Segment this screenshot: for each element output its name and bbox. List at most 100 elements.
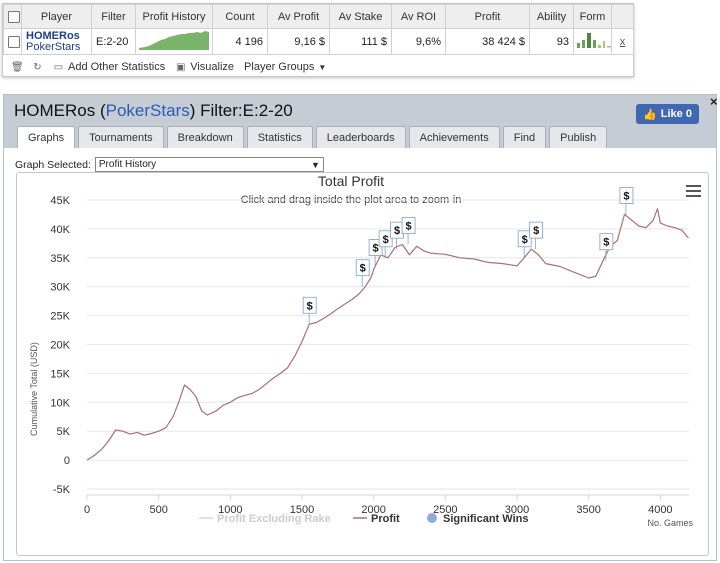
row-checkbox-cell[interactable] bbox=[3, 28, 22, 55]
y-tick-label: 10K bbox=[50, 397, 70, 409]
y-tick-label: 0 bbox=[64, 455, 70, 467]
tab-statistics[interactable]: Statistics bbox=[246, 126, 313, 148]
significant-win-flag[interactable]: $ bbox=[378, 230, 393, 258]
add-statistics-button[interactable]: ▭ Add Other Statistics bbox=[53, 61, 165, 73]
player-cell[interactable]: HOMERos PokerStars bbox=[21, 28, 92, 55]
select-all-checkbox[interactable] bbox=[8, 10, 20, 23]
chevron-down-icon: ▼ bbox=[310, 159, 320, 170]
graph-select-value: Profit History bbox=[98, 159, 157, 170]
caret-down-icon: ▼ bbox=[318, 62, 327, 72]
svg-text:$: $ bbox=[307, 300, 313, 312]
header-profit-history[interactable]: Profit History bbox=[135, 4, 213, 29]
header-player[interactable]: Player bbox=[21, 4, 92, 29]
header-filter[interactable]: Filter bbox=[91, 4, 136, 29]
y-tick-label: 35K bbox=[50, 253, 70, 265]
significant-win-flag[interactable]: $ bbox=[599, 233, 614, 261]
tab-publish[interactable]: Publish bbox=[549, 126, 608, 148]
chart-container[interactable]: Total Profit Click and drag inside the p… bbox=[16, 172, 709, 556]
svg-text:$: $ bbox=[383, 234, 389, 246]
y-tick-label: 40K bbox=[50, 224, 70, 236]
panel-title: HOMERos (PokerStars) Filter:E:2-20 bbox=[14, 101, 293, 121]
player-groups-dropdown[interactable]: Player Groups ▼ bbox=[244, 61, 326, 73]
panel-site-paren-close: ) bbox=[189, 101, 196, 120]
legend-item[interactable]: Profit Excluding Rake bbox=[199, 513, 331, 525]
thumbs-up-icon: 👍 bbox=[643, 108, 657, 121]
significant-win-flag[interactable]: $ bbox=[355, 259, 370, 287]
y-tick-label: -5K bbox=[53, 484, 71, 496]
add-statistics-label: Add Other Statistics bbox=[68, 61, 166, 73]
remove-row-cell[interactable]: x bbox=[611, 28, 634, 55]
av-stake-cell: 111 $ bbox=[329, 28, 392, 55]
chart-menu-icon[interactable] bbox=[686, 185, 701, 197]
tab-tournaments[interactable]: Tournaments bbox=[78, 126, 164, 148]
refresh-icon: ↻ bbox=[33, 61, 42, 73]
header-av-profit[interactable]: Av Profit bbox=[267, 4, 330, 29]
sparkline-chart bbox=[139, 31, 209, 50]
trash-icon: 🗑 bbox=[11, 61, 24, 73]
player-name-link[interactable]: HOMERos bbox=[26, 29, 80, 42]
header-av-roi[interactable]: Av ROI bbox=[391, 4, 446, 29]
visualize-button[interactable]: ▣ Visualize bbox=[175, 61, 234, 73]
stats-header-row: Player Filter Profit History Count Av Pr… bbox=[3, 4, 634, 29]
tab-breakdown[interactable]: Breakdown bbox=[166, 126, 244, 148]
x-tick-label: 2000 bbox=[361, 504, 385, 516]
profit-cell: 38 424 $ bbox=[445, 28, 530, 55]
significant-win-flag[interactable]: $ bbox=[401, 217, 416, 245]
header-ability[interactable]: Ability bbox=[529, 4, 574, 29]
profit-history-sparkline[interactable] bbox=[135, 28, 213, 55]
header-count[interactable]: Count bbox=[212, 4, 268, 29]
refresh-button[interactable]: ↻ bbox=[32, 62, 43, 73]
delete-button[interactable]: 🗑 bbox=[11, 61, 24, 73]
significant-win-flag[interactable]: $ bbox=[619, 187, 634, 215]
y-tick-label: 45K bbox=[50, 195, 70, 207]
select-all-header[interactable] bbox=[3, 4, 22, 29]
count-cell: 4 196 bbox=[212, 28, 268, 55]
tab-leaderboards[interactable]: Leaderboards bbox=[315, 126, 406, 148]
form-bar-chart bbox=[577, 33, 611, 48]
tab-graphs[interactable]: Graphs bbox=[17, 126, 76, 149]
y-tick-label: 15K bbox=[50, 368, 70, 380]
header-form[interactable]: Form bbox=[573, 4, 612, 29]
header-remove bbox=[611, 4, 634, 29]
player-groups-label: Player Groups bbox=[244, 61, 315, 73]
stats-toolbar: 🗑 ↻ ▭ Add Other Statistics ▣ Visualize P… bbox=[3, 55, 633, 79]
x-axis-label: No. Games bbox=[647, 518, 693, 528]
x-tick-label: 1500 bbox=[290, 504, 314, 516]
tab-find[interactable]: Find bbox=[502, 126, 547, 148]
svg-text:$: $ bbox=[522, 234, 528, 246]
chart-title: Total Profit bbox=[318, 173, 384, 189]
player-site: PokerStars bbox=[26, 40, 81, 53]
row-checkbox[interactable] bbox=[8, 35, 20, 48]
profit-chart[interactable]: Total Profit Click and drag inside the p… bbox=[17, 173, 710, 557]
y-axis-label: Cumulative Total (USD) bbox=[29, 342, 39, 436]
like-label: Like 0 bbox=[660, 108, 692, 120]
y-tick-label: 30K bbox=[50, 282, 70, 294]
panel-site-link[interactable]: PokerStars bbox=[105, 101, 190, 120]
add-columns-icon: ▭ bbox=[53, 61, 64, 73]
close-panel-button[interactable]: × bbox=[710, 94, 718, 109]
svg-text:$: $ bbox=[373, 242, 379, 254]
svg-text:Significant Wins: Significant Wins bbox=[443, 513, 528, 525]
significant-win-flag[interactable]: $ bbox=[529, 221, 544, 250]
header-av-stake[interactable]: Av Stake bbox=[329, 4, 392, 29]
ability-cell: 93 bbox=[529, 28, 574, 55]
significant-win-flag[interactable]: $ bbox=[302, 296, 317, 325]
legend-item[interactable]: Significant Wins bbox=[427, 513, 528, 525]
header-profit[interactable]: Profit bbox=[445, 4, 530, 29]
legend-item[interactable]: Profit bbox=[353, 513, 400, 525]
facebook-like-button[interactable]: 👍 Like 0 bbox=[636, 104, 699, 124]
remove-player-link[interactable]: x bbox=[619, 35, 626, 48]
x-tick-label: 1000 bbox=[218, 504, 242, 516]
player-panel: HOMERos (PokerStars) Filter:E:2-20 👍 Lik… bbox=[3, 94, 718, 561]
svg-text:Profit: Profit bbox=[371, 513, 400, 525]
form-cell bbox=[573, 28, 612, 55]
svg-text:$: $ bbox=[623, 190, 629, 202]
significant-win-flag[interactable]: $ bbox=[517, 230, 532, 258]
y-tick-label: 5K bbox=[57, 426, 71, 438]
series-line-profit[interactable] bbox=[86, 208, 689, 461]
panel-tabs: Graphs Tournaments Breakdown Statistics … bbox=[17, 126, 608, 149]
graph-select-dropdown[interactable]: Profit History ▼ bbox=[94, 157, 324, 172]
graph-select-row: Graph Selected: Profit History ▼ bbox=[15, 157, 324, 172]
tab-achievements[interactable]: Achievements bbox=[408, 126, 500, 148]
x-tick-label: 3500 bbox=[576, 504, 600, 516]
